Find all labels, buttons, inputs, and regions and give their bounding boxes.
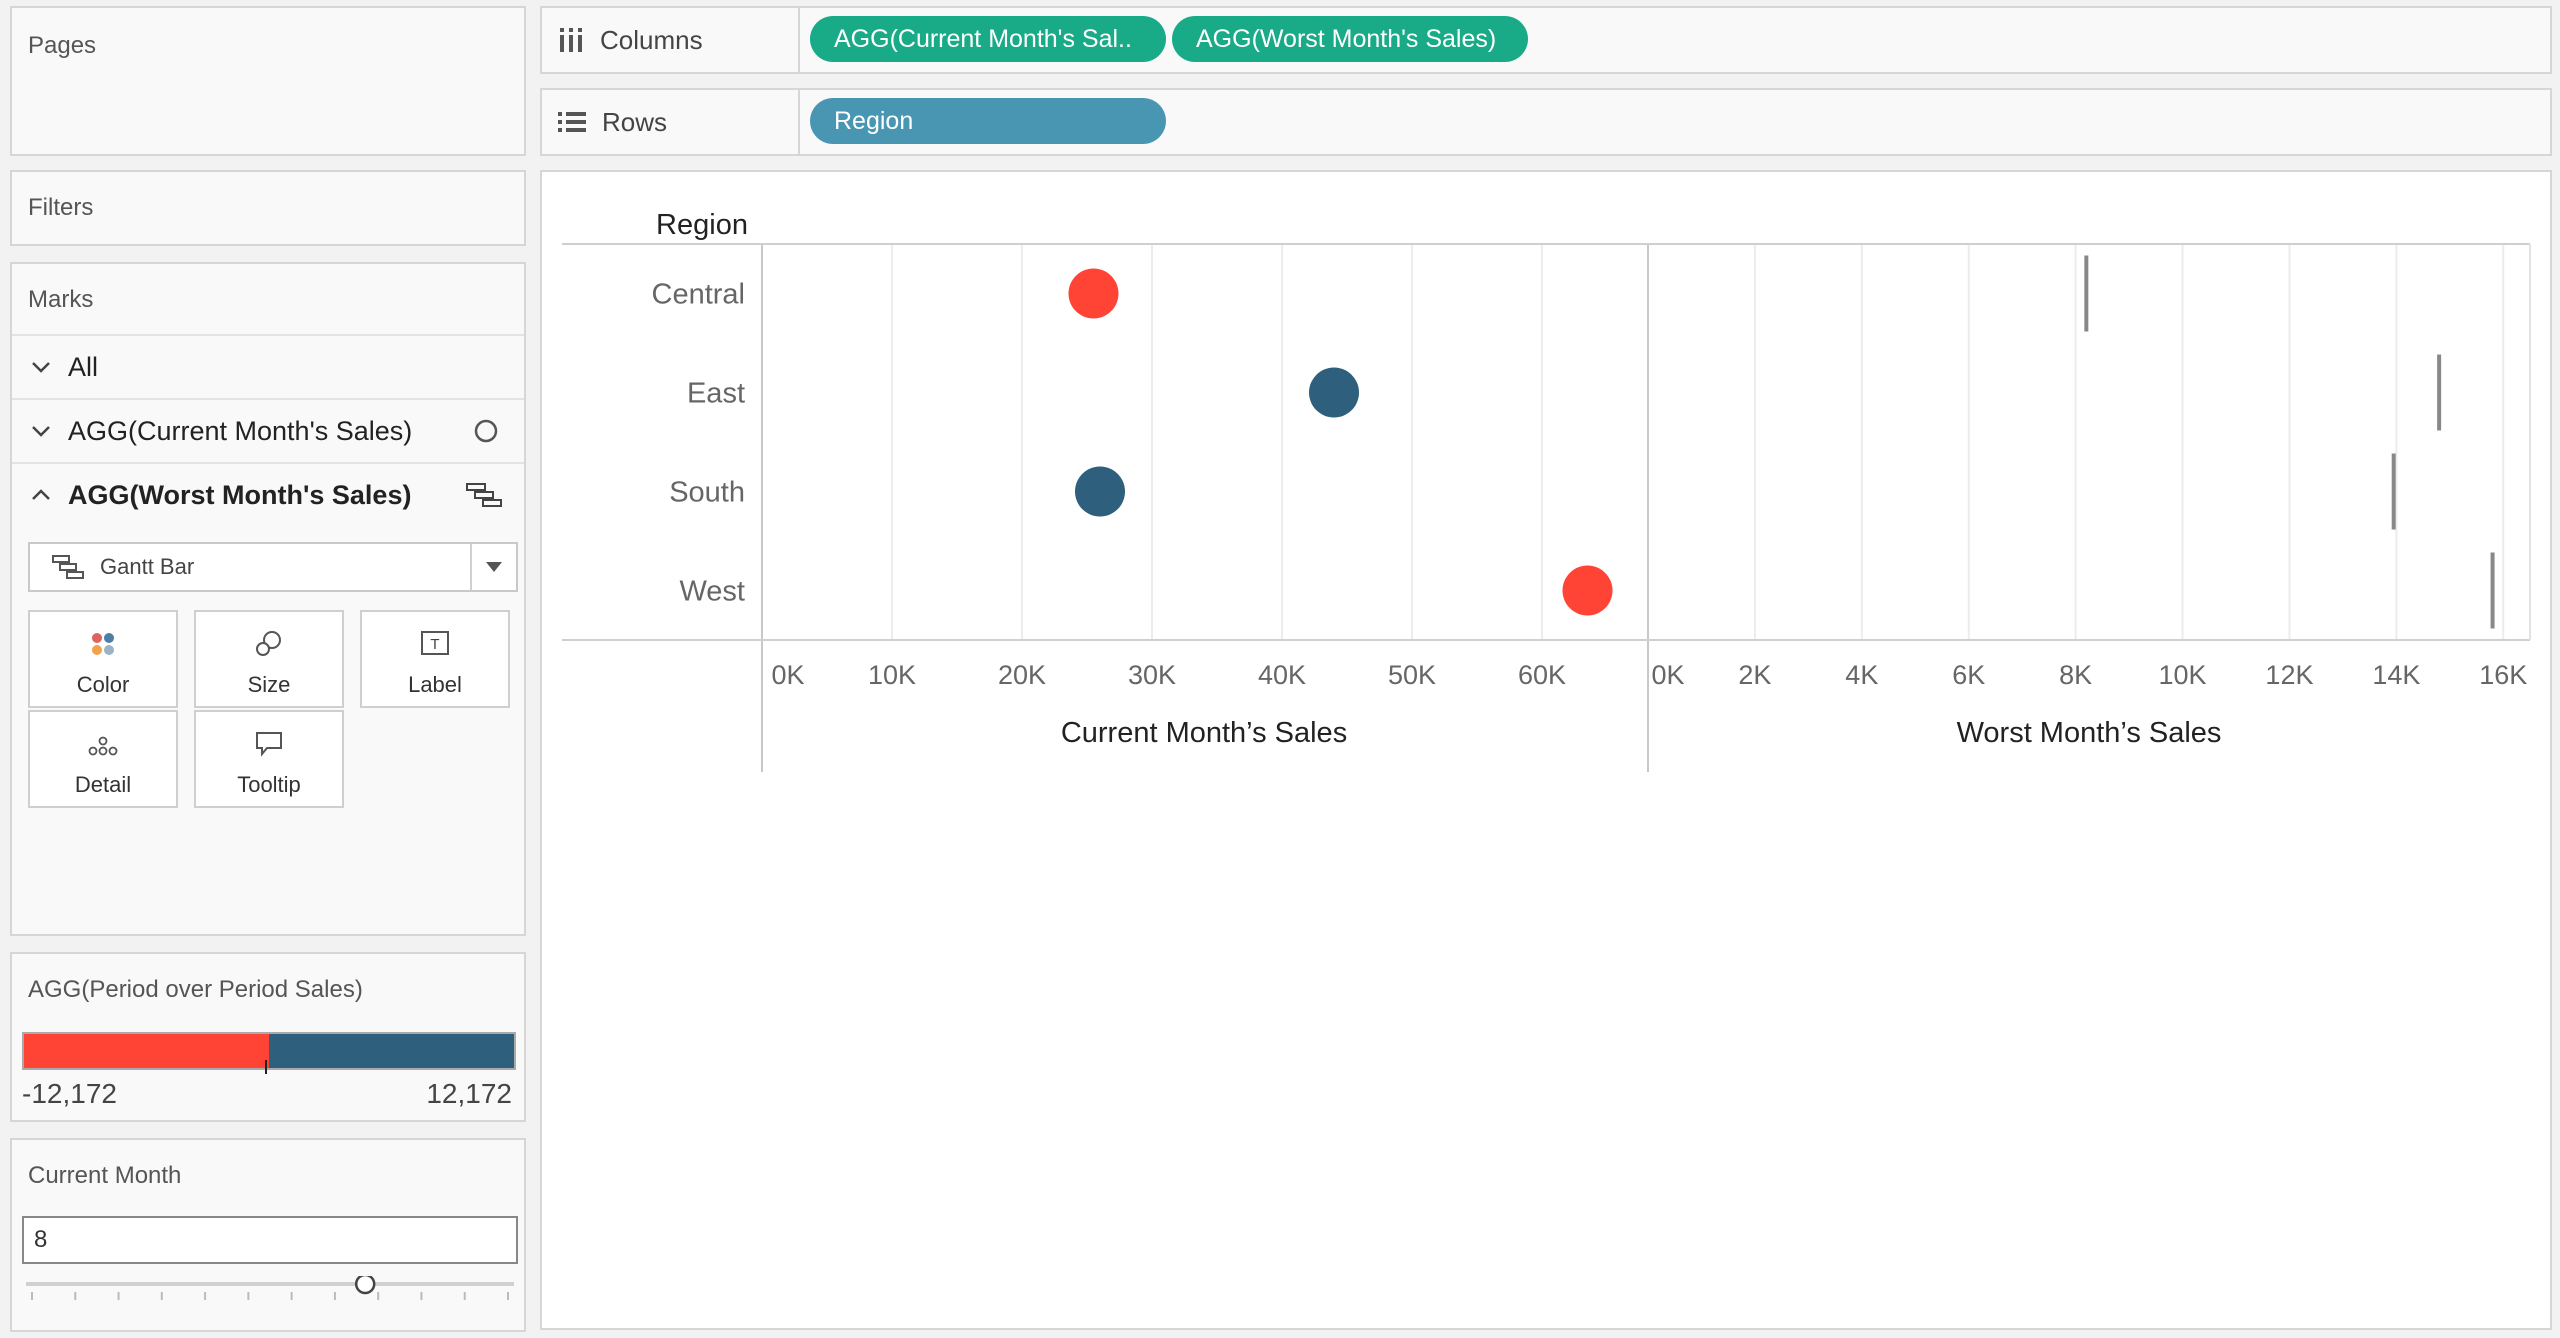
parameter-value-input[interactable]: 8 [22,1216,518,1264]
slider-handle[interactable] [354,1276,376,1295]
row-label: West [679,576,745,608]
chevron-down-icon [32,362,50,373]
chevron-up-icon [32,489,50,500]
mark-type-label: Gantt Bar [100,554,195,579]
pages-title: Pages [28,32,97,59]
marks-title: Marks [28,286,94,313]
marks-row-worst-month-sales[interactable]: AGG(Worst Month's Sales) [12,462,524,526]
chart-canvas[interactable]: Region 0K 10K 20K 30K 40K 50K 60K Current Month’… [542,172,2550,1328]
gantt-bar [2084,255,2089,332]
detail-icon [88,736,118,756]
column-pill-worst-month-sales[interactable]: AGG(Worst Month's Sales) [1172,16,1528,62]
x-tick-label: 2K [1738,660,1771,690]
tooltip-button-label: Tooltip [237,772,301,797]
svg-text:T: T [430,636,439,653]
label-icon: T [421,631,449,655]
size-button[interactable]: Size [194,610,344,708]
chart-view[interactable]: Region 0K 10K 20K 30K 40K 50K 60K Current Month’… [540,170,2552,1330]
row-label: East [687,378,745,410]
gantt-icon [52,555,84,579]
color-button-label: Color [76,672,130,697]
x-tick-label: 0K [1651,660,1684,690]
marks-card: Marks All AGG(Current Month's Sales) AGG… [10,262,526,936]
circle-icon [474,419,498,443]
color-ramp-negative [24,1034,269,1068]
pages-card: Pages [10,6,526,156]
color-button[interactable]: Color [28,610,178,708]
columns-icon [560,28,582,52]
tooltip-button[interactable]: Tooltip [194,710,344,808]
tooltip-icon [256,732,282,757]
detail-button[interactable]: Detail [28,710,178,808]
data-point [1562,565,1613,616]
parameter-title: Current Month [28,1162,182,1189]
detail-button-label: Detail [74,772,132,797]
parameter-card: Current Month 8 [10,1138,526,1332]
columns-shelf[interactable]: Columns AGG(Current Month's Sal.. AGG(Wo… [540,6,2552,74]
x-tick-label: 20K [998,660,1046,690]
row-label: Central [652,279,746,311]
x-tick-label: 14K [2372,660,2420,690]
size-button-label: Size [247,672,291,697]
mark-type-dropdown[interactable]: Gantt Bar [28,542,518,592]
gantt-icon [466,483,502,507]
rows-icon [558,112,586,132]
filters-title: Filters [28,194,94,221]
marks-row-label: AGG(Current Month's Sales) [68,415,413,446]
color-ramp [22,1032,516,1070]
marks-row-label: All [68,351,99,382]
marks-row-all[interactable]: All [12,334,524,398]
columns-label: Columns [600,24,703,55]
x-tick-label: 16K [2479,660,2527,690]
chevron-down-icon [32,426,50,437]
color-legend-card[interactable]: AGG(Period over Period Sales) -12,172 12… [10,952,526,1122]
x-axis-title: Worst Month’s Sales [1957,717,2222,749]
columns-shelf-label: Columns [542,8,800,72]
rows-shelf[interactable]: Rows Region [540,88,2552,156]
x-tick-label: 6K [1952,660,1985,690]
x-tick-label: 50K [1388,660,1436,690]
x-tick-label: 12K [2265,660,2313,690]
size-icon [256,631,281,656]
legend-max-label: 12,172 [426,1078,512,1109]
x-tick-label: 30K [1128,660,1176,690]
color-ramp-positive [269,1034,514,1068]
dropdown-arrow-icon[interactable] [470,544,516,590]
row-label: South [669,477,745,509]
x-tick-label: 4K [1845,660,1878,690]
legend-title: AGG(Period over Period Sales) [28,976,363,1003]
data-point [1068,268,1119,319]
data-point [1075,466,1125,517]
marks-row-label: AGG(Worst Month's Sales) [68,479,412,510]
x-tick-label: 60K [1518,660,1566,690]
x-axis-title: Current Month’s Sales [1061,717,1347,749]
label-button[interactable]: T Label [360,610,510,708]
color-icon [92,633,114,655]
row-header-title: Region [656,209,748,241]
x-tick-label: 10K [868,660,916,690]
gantt-bar [2391,453,2396,530]
label-button-label: Label [408,672,462,697]
data-point [1309,367,1359,418]
x-tick-label: 0K [771,660,804,690]
gantt-bar [2490,552,2495,629]
filters-card[interactable]: Filters [10,170,526,246]
row-pill-region[interactable]: Region [810,98,1166,144]
column-pill-current-month-sales[interactable]: AGG(Current Month's Sal.. [810,16,1166,62]
x-tick-label: 8K [2059,660,2092,690]
rows-label: Rows [602,106,668,137]
legend-midpoint-tick [265,1060,267,1074]
legend-min-label: -12,172 [22,1078,117,1109]
marks-row-current-month-sales[interactable]: AGG(Current Month's Sales) [12,398,524,462]
rows-shelf-label: Rows [542,90,800,154]
gantt-bar [2437,354,2442,431]
x-tick-label: 40K [1258,660,1306,690]
x-tick-label: 10K [2159,660,2207,690]
parameter-slider[interactable] [22,1276,518,1316]
